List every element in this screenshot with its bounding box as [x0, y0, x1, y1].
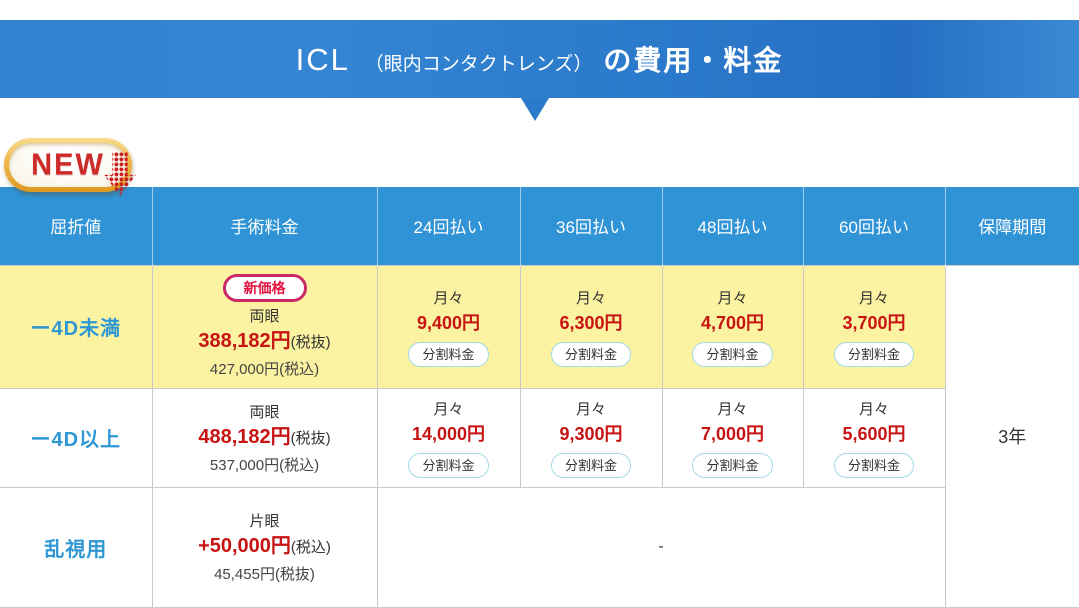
monthly-amount: 14,000円 — [411, 423, 486, 444]
installments-not-available-cell: - — [376, 486, 945, 608]
monthly-label: 月々 — [433, 400, 464, 418]
monthly-label: 月々 — [858, 400, 889, 418]
warranty-period-cell: 3年 — [944, 264, 1079, 608]
new-price-badge: 新価格 — [222, 274, 307, 302]
split-payment-button[interactable]: 分割料金 — [692, 452, 773, 478]
split-payment-button[interactable]: 分割料金 — [833, 452, 914, 478]
monthly-label: 月々 — [717, 289, 748, 307]
monthly-label: 月々 — [575, 400, 606, 418]
page-title-rest: の費用・料金 — [603, 45, 784, 76]
split-payment-button[interactable]: 分割料金 — [408, 452, 489, 478]
price-sub: 45,455円(税抜) — [214, 566, 315, 583]
banner-pointer-triangle — [521, 98, 549, 121]
installment-cell-36: 月々 9,300円 分割料金 — [519, 387, 663, 488]
page-title-icl: ICL — [295, 42, 350, 77]
new-badge-inner: NEW — [9, 143, 127, 187]
price-tax-suffix: (税込) — [290, 539, 331, 556]
col-header-60-installments: 60回払い — [802, 187, 945, 265]
split-payment-button[interactable]: 分割料金 — [833, 341, 914, 367]
surgery-fee-cell: 片眼 +50,000円(税込) 45,455円(税抜) — [151, 486, 378, 608]
col-header-36-installments: 36回払い — [519, 187, 662, 265]
page-title-banner: ICL （眼内コンタクトレンズ） の費用・料金 — [0, 20, 1079, 98]
monthly-amount: 6,300円 — [559, 312, 623, 333]
refraction-label: ー4D未満 — [0, 264, 153, 389]
eyes-label: 両眼 — [249, 308, 280, 325]
monthly-amount: 9,400円 — [416, 312, 481, 333]
surgery-fee-cell: 両眼 488,182円(税抜) 537,000円(税込) — [151, 387, 378, 488]
monthly-amount: 9,300円 — [559, 423, 623, 444]
col-header-24-installments: 24回払い — [376, 187, 520, 265]
new-badge-label: NEW — [31, 147, 105, 182]
monthly-amount: 5,600円 — [842, 423, 906, 444]
split-payment-button[interactable]: 分割料金 — [550, 452, 631, 478]
col-header-refraction: 屈折値 — [0, 187, 152, 265]
col-header-warranty-period: 保障期間 — [944, 187, 1079, 265]
eyes-label: 両眼 — [249, 403, 280, 421]
col-header-48-installments: 48回払い — [661, 187, 803, 265]
price-sub: 427,000円(税込) — [209, 361, 320, 378]
price-sub: 537,000円(税込) — [209, 456, 320, 474]
installment-cell-36: 月々 6,300円 分割料金 — [519, 264, 663, 389]
price-tax-suffix: (税抜) — [290, 429, 331, 447]
split-payment-button[interactable]: 分割料金 — [550, 341, 631, 367]
monthly-label: 月々 — [717, 400, 748, 418]
price-tax-suffix: (税抜) — [290, 334, 331, 351]
new-badge: NEW — [4, 138, 136, 196]
refraction-label: ー4D以上 — [0, 387, 153, 488]
table-row-minus4d-over: ー4D以上 両眼 488,182円(税抜) 537,000円(税込) 月々 14… — [0, 387, 1079, 488]
installment-cell-24: 月々 9,400円 分割料金 — [376, 264, 521, 389]
installment-cell-48: 月々 7,000円 分割料金 — [661, 387, 804, 488]
eyes-label: 片眼 — [249, 513, 280, 530]
table-row-astigmatism: 乱視用 片眼 +50,000円(税込) 45,455円(税抜) - — [0, 486, 1079, 608]
monthly-amount: 4,700円 — [700, 312, 765, 333]
monthly-label: 月々 — [433, 289, 464, 307]
monthly-amount: 7,000円 — [700, 423, 765, 444]
col-header-surgery-fee: 手術料金 — [151, 187, 377, 265]
refraction-label: 乱視用 — [0, 486, 153, 608]
monthly-label: 月々 — [858, 289, 889, 307]
page-title: ICL （眼内コンタクトレンズ） の費用・料金 — [296, 39, 784, 79]
price-table-header: 屈折値 手術料金 24回払い 36回払い 48回払い 60回払い 保障期間 — [0, 187, 1079, 265]
installment-cell-48: 月々 4,700円 分割料金 — [661, 264, 804, 389]
price-table: 屈折値 手術料金 24回払い 36回払い 48回払い 60回払い 保障期間 ー4… — [0, 187, 1079, 608]
price-main: +50,000円 — [198, 535, 291, 557]
price-main: 388,182円 — [198, 330, 291, 352]
installment-cell-60: 月々 5,600円 分割料金 — [802, 387, 945, 488]
monthly-amount: 3,700円 — [842, 312, 906, 333]
split-payment-button[interactable]: 分割料金 — [692, 341, 773, 367]
page-title-paren: （眼内コンタクトレンズ） — [364, 54, 593, 75]
split-payment-button[interactable]: 分割料金 — [408, 341, 489, 367]
installment-cell-60: 月々 3,700円 分割料金 — [802, 264, 946, 389]
installment-cell-24: 月々 14,000円 分割料金 — [376, 387, 521, 488]
surgery-fee-cell: 新価格 両眼 388,182円(税抜) 427,000円(税込) — [151, 264, 378, 389]
price-main: 488,182円 — [198, 425, 291, 448]
table-row-minus4d-under: ー4D未満 新価格 両眼 388,182円(税抜) 427,000円(税込) 月… — [0, 264, 1079, 608]
monthly-label: 月々 — [575, 289, 606, 307]
